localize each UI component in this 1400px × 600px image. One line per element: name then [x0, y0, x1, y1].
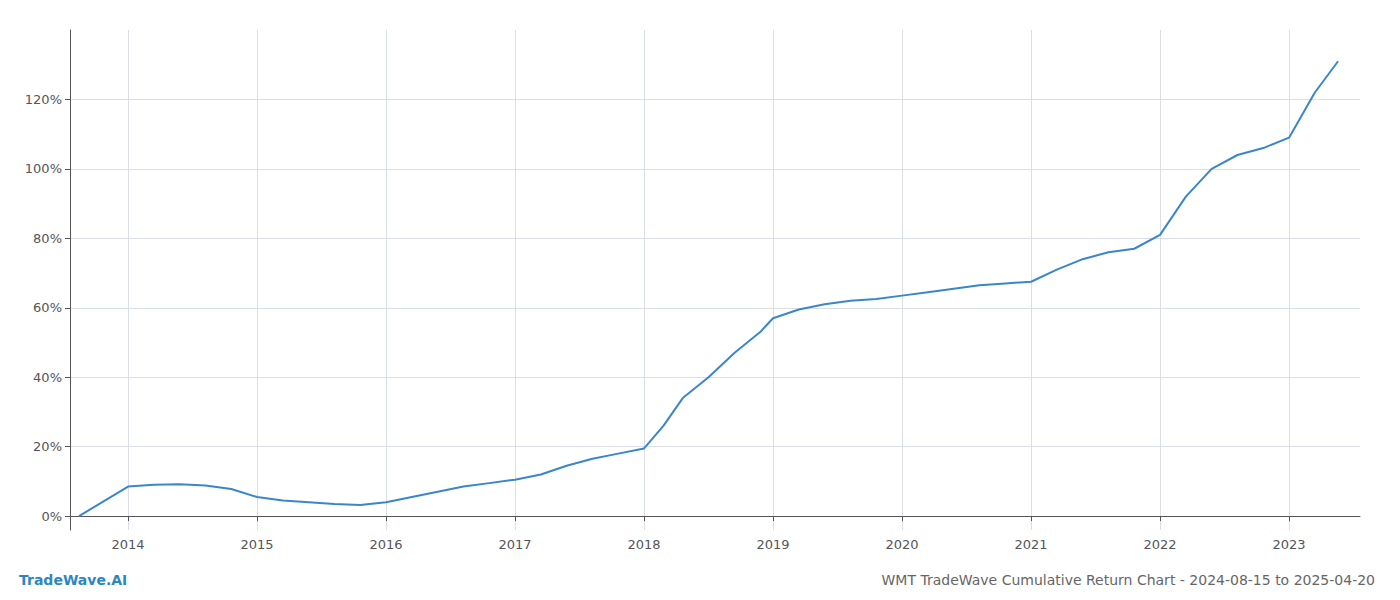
svg-text:2018: 2018 — [628, 537, 661, 552]
svg-text:2015: 2015 — [241, 537, 274, 552]
svg-text:100%: 100% — [25, 161, 62, 176]
svg-text:20%: 20% — [33, 439, 62, 454]
svg-text:60%: 60% — [33, 300, 62, 315]
svg-text:2016: 2016 — [370, 537, 403, 552]
svg-text:2023: 2023 — [1273, 537, 1306, 552]
svg-text:120%: 120% — [25, 92, 62, 107]
svg-text:2017: 2017 — [499, 537, 532, 552]
svg-text:40%: 40% — [33, 370, 62, 385]
svg-text:WMT TradeWave Cumulative Retur: WMT TradeWave Cumulative Return Chart - … — [882, 572, 1376, 588]
svg-text:2022: 2022 — [1144, 537, 1177, 552]
svg-text:2020: 2020 — [886, 537, 919, 552]
svg-text:0%: 0% — [41, 509, 62, 524]
svg-text:2014: 2014 — [112, 537, 145, 552]
svg-text:80%: 80% — [33, 231, 62, 246]
svg-text:TradeWave.AI: TradeWave.AI — [19, 572, 127, 588]
svg-text:2021: 2021 — [1015, 537, 1048, 552]
svg-text:2019: 2019 — [757, 537, 790, 552]
